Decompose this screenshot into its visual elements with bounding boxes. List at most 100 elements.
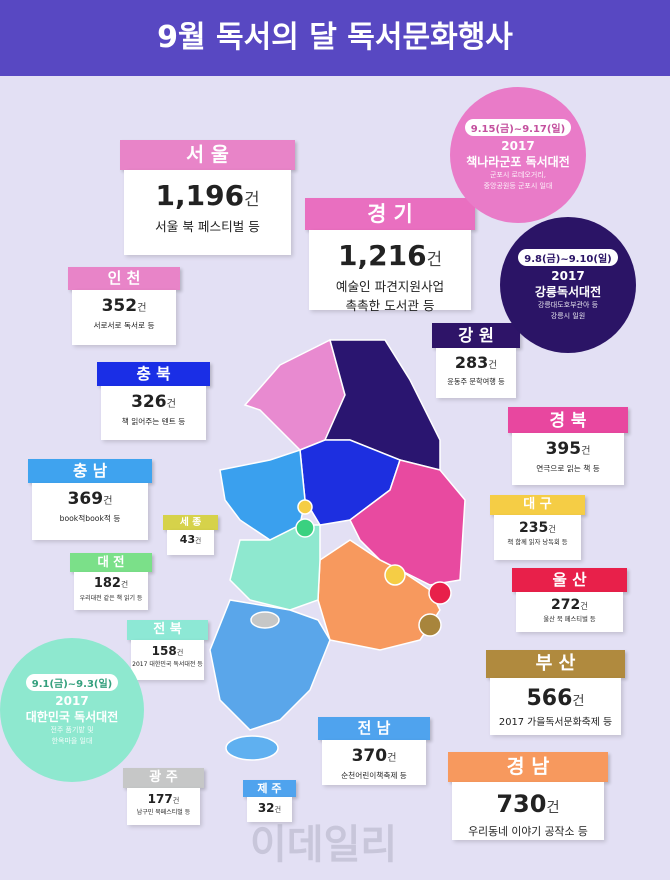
chungnam — [219, 448, 306, 541]
unit: 건 — [546, 800, 560, 817]
region-box: 1,196건 서울 북 페스티벌 등 — [124, 170, 291, 255]
region-box: 32건 — [247, 797, 292, 822]
region-tab: 전 남 — [318, 717, 430, 740]
region-tab: 경 남 — [448, 752, 608, 782]
event-circle: 9.15(금)~9.17(일) 2017 책나라군포 독서대전 군포시 로데오거리, 중… — [450, 87, 586, 223]
busan — [418, 613, 442, 637]
count: 272 — [551, 597, 581, 614]
region-tab: 부 산 — [486, 650, 625, 678]
unit: 건 — [172, 795, 180, 805]
count-line: 158건 — [131, 644, 204, 661]
description: 윤동주 문학여행 등 — [447, 376, 505, 386]
count: 369 — [67, 489, 104, 510]
count: 1,196 — [155, 179, 245, 213]
region-box: 283건 윤동주 문학여행 등 — [436, 348, 516, 398]
event-description: 한옥마을 일대 — [51, 736, 93, 745]
event-title: 2017 — [501, 138, 535, 153]
gyeongnam — [317, 539, 441, 651]
region-tab: 경 기 — [305, 198, 475, 230]
count-line: 1,196건 — [124, 178, 291, 217]
region-tab: 울 산 — [512, 568, 627, 592]
unit: 건 — [426, 249, 443, 270]
unit: 건 — [137, 303, 147, 315]
count-line: 32건 — [247, 801, 292, 818]
unit: 건 — [274, 804, 282, 814]
region-tab: 전 북 — [127, 620, 208, 640]
event-title: 2017 — [55, 693, 89, 708]
description: 서로서로 독서로 등 — [93, 321, 155, 331]
count-line: 395건 — [512, 438, 624, 463]
count: 326 — [131, 392, 167, 413]
region-tab: 강 원 — [432, 323, 520, 348]
count: 352 — [101, 296, 138, 317]
event-title: 강릉독서대전 — [534, 284, 602, 299]
count-line: 1,216건 — [309, 238, 471, 277]
unit: 건 — [548, 524, 556, 535]
description: 2017 대한민국 독서대전 등 — [132, 661, 203, 669]
jeonnam — [209, 599, 331, 731]
region-tab: 대 전 — [70, 553, 152, 572]
daejeon — [295, 518, 315, 538]
event-description: 군포시 로데오거리, — [490, 171, 546, 180]
count: 182 — [93, 575, 121, 591]
count: 370 — [351, 746, 388, 767]
unit: 건 — [120, 579, 129, 589]
count-line: 235건 — [494, 519, 581, 538]
event-description: 중앙공원등 군포시 일대 — [483, 181, 553, 190]
gwangju — [250, 611, 280, 629]
unit: 건 — [166, 399, 176, 411]
region-box: 158건 2017 대한민국 독서대전 등 — [131, 640, 204, 680]
count-line: 369건 — [32, 488, 148, 513]
event-title: 대한민국 독서대전 — [25, 709, 119, 724]
region-box: 43건 — [167, 530, 214, 555]
description: 책 함께 읽자 낭독회 등 — [507, 539, 568, 547]
event-description: 전주 품기밭 및 — [50, 726, 94, 735]
count-line: 370건 — [322, 745, 426, 770]
event-title: 책나라군포 독서대전 — [466, 154, 570, 169]
region-box: 369건 book적book적 등 — [32, 483, 148, 540]
description: 울산 북 페스티벌 등 — [543, 616, 596, 624]
region-tab: 인 천 — [68, 267, 180, 290]
unit: 건 — [581, 446, 591, 458]
unit: 건 — [488, 359, 498, 371]
event-date: 9.1(금)~9.3(일) — [25, 673, 119, 691]
description: 촉촉한 도서관 등 — [345, 297, 435, 313]
count-line: 177건 — [127, 792, 200, 809]
description: 서울 북 페스티벌 등 — [155, 218, 260, 234]
count-line: 326건 — [101, 391, 206, 416]
count: 566 — [526, 685, 573, 711]
description: 우리동네 이야기 공작소 등 — [468, 825, 588, 839]
daegu — [384, 564, 406, 586]
region-tab: 충 남 — [28, 459, 152, 483]
description: 우리대전 같은 책 읽기 등 — [79, 594, 143, 602]
unit: 건 — [103, 496, 113, 508]
unit: 건 — [176, 647, 184, 657]
event-title: 2017 — [551, 268, 585, 283]
region-box: 370건 순천어린이책축제 등 — [322, 740, 426, 785]
unit: 건 — [580, 601, 588, 612]
region-box: 177건 남구민 북페스티벌 등 — [127, 788, 200, 825]
description: 예술인 파견지원사업 — [335, 278, 445, 294]
region-box: 566건 2017 가을독서문화축제 등 — [490, 678, 621, 735]
unit: 건 — [387, 753, 397, 765]
event-date: 9.8(금)~9.10(일) — [518, 248, 618, 266]
jeonbuk — [229, 524, 321, 611]
description: 2017 가을독서문화축제 등 — [498, 717, 613, 729]
region-box: 730건 우리동네 이야기 공작소 등 — [452, 782, 604, 840]
count: 395 — [545, 439, 582, 460]
event-description: 강릉대도호부관아 등 — [537, 301, 599, 310]
count: 43 — [179, 533, 196, 547]
jeju — [225, 735, 279, 761]
count-line: 730건 — [452, 789, 604, 824]
unit: 건 — [572, 693, 585, 709]
header-title: 9월 독서의 달 독서문화행사 — [0, 0, 670, 76]
region-tab: 광 주 — [123, 768, 204, 788]
event-description: 강릉시 일원 — [550, 311, 586, 320]
ulsan — [428, 581, 452, 605]
region-box: 395건 연극으로 읽는 책 등 — [512, 433, 624, 485]
description: 남구민 북페스티벌 등 — [136, 809, 191, 817]
